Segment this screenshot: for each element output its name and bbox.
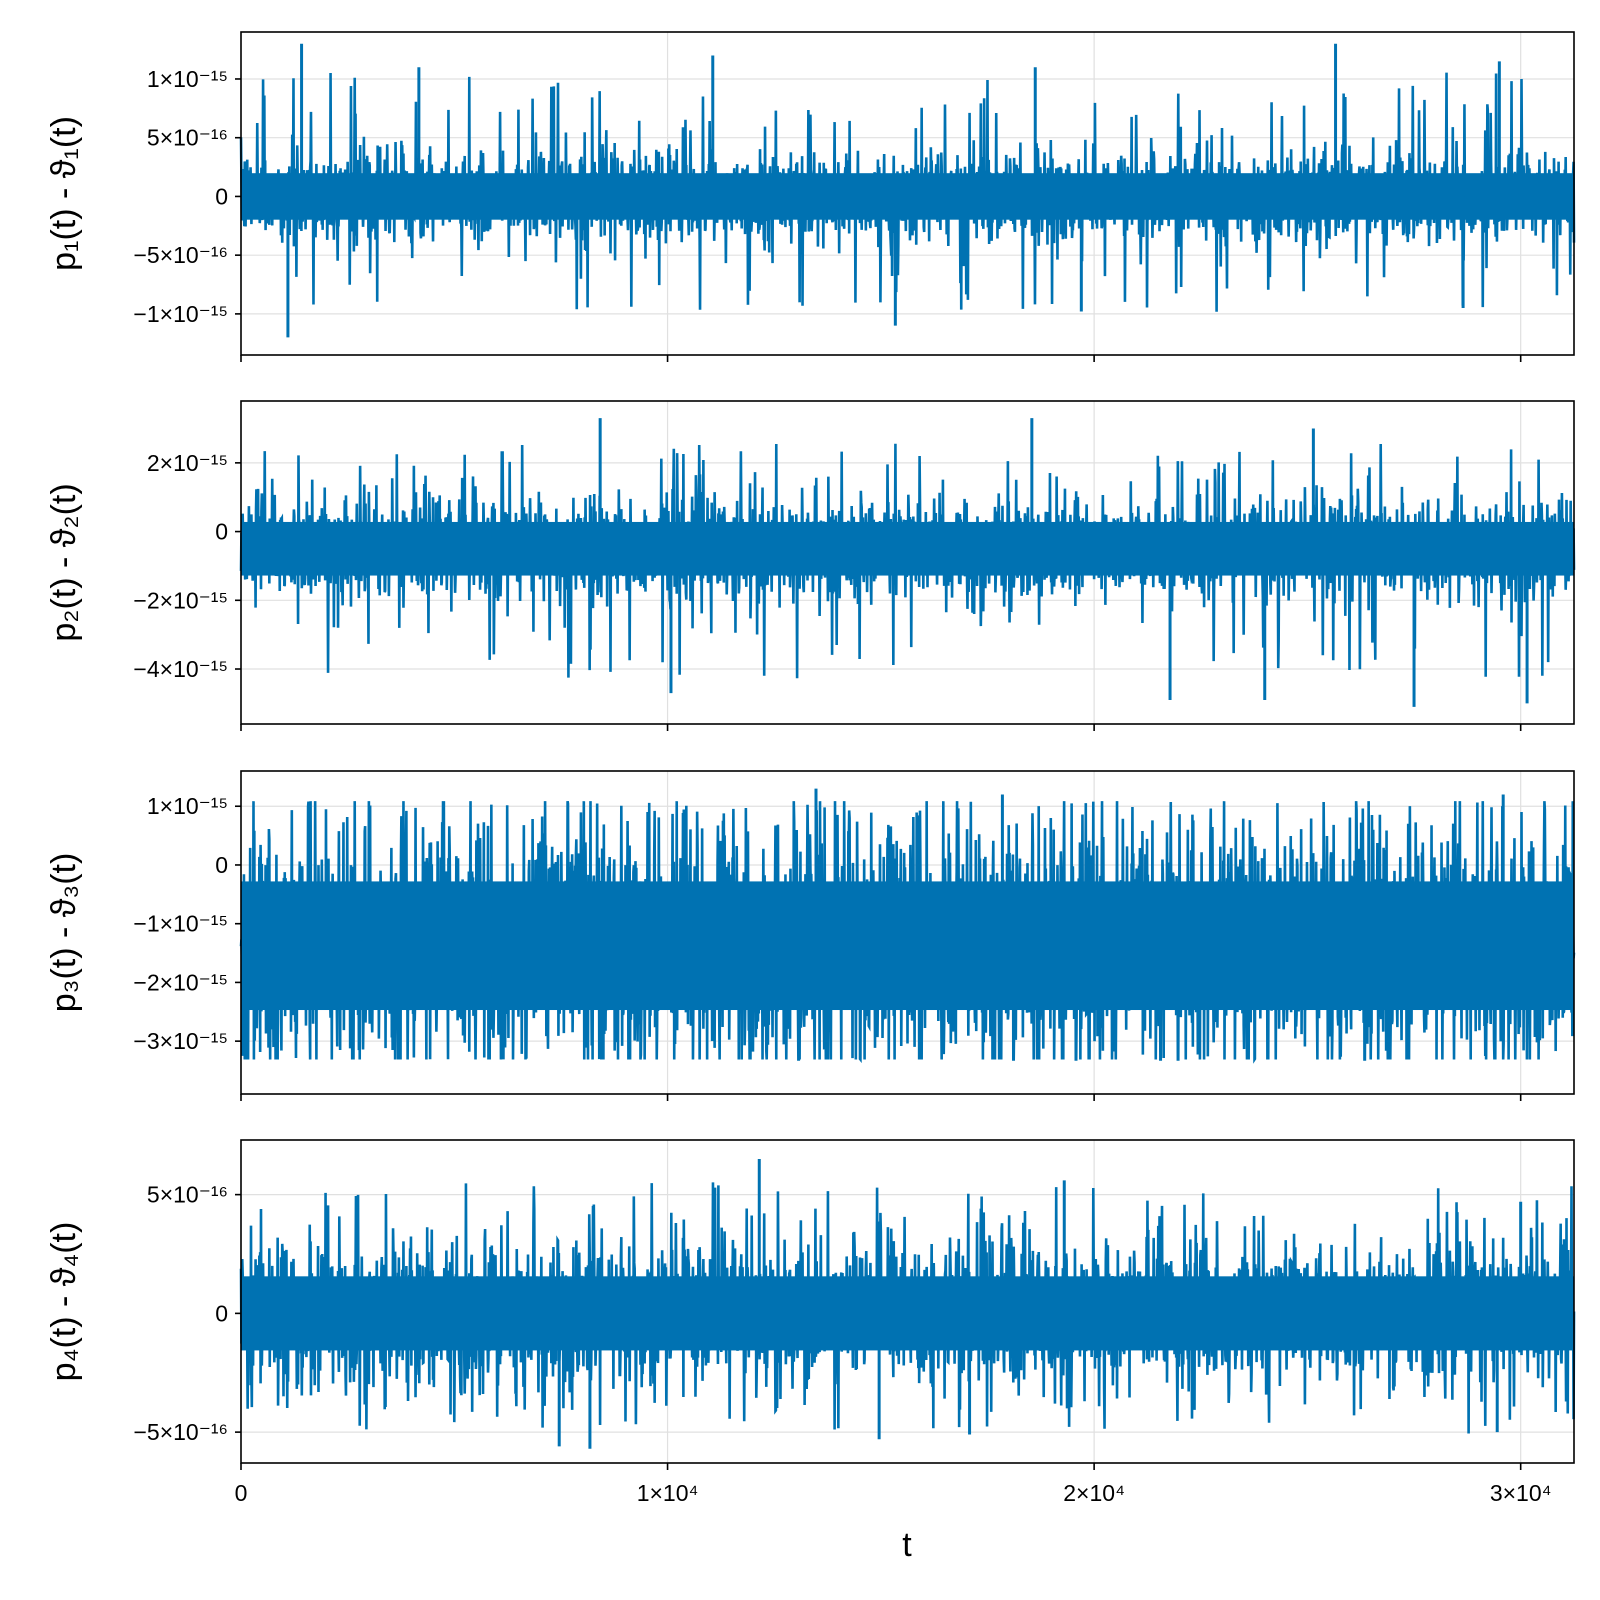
panel-4-xtick-label-1: 1×10⁴ — [637, 1480, 699, 1506]
panel-4-xtick-label-2: 2×10⁴ — [1063, 1480, 1125, 1506]
panel-3-ytick-label-4: −3×10⁻¹⁵ — [133, 1028, 228, 1054]
panel-4-ytick-label-2: −5×10⁻¹⁶ — [133, 1419, 228, 1445]
panel-4-series-core — [241, 1276, 1574, 1351]
panel-3-ylabel: p₃(t) - ϑ₃(t) — [45, 853, 83, 1013]
panel-2-ytick-label-1: 0 — [215, 519, 228, 545]
panel-2-ytick-label-3: −4×10⁻¹⁵ — [133, 656, 228, 682]
panel-1-series — [239, 43, 1576, 338]
panel-2-frame — [240, 400, 1575, 725]
panel-3-ytick-label-0: 1×10⁻¹⁵ — [147, 793, 228, 819]
panel-4-yticklabels: 5×10⁻¹⁶ 0 −5×10⁻¹⁶ — [133, 1182, 228, 1446]
panel-4-ytick-label-1: 0 — [215, 1300, 228, 1326]
panel-4-xticklabels: 0 1×10⁴ 2×10⁴ 3×10⁴ — [235, 1480, 1552, 1506]
panel-1-frame — [240, 31, 1575, 356]
panel-3-frame — [240, 770, 1575, 1095]
panel-1-ticks — [235, 78, 1522, 362]
panel-2-series — [239, 418, 1576, 707]
panel-2-ytick-label-0: 2×10⁻¹⁵ — [147, 450, 228, 476]
panel-1-ytick-label-3: −5×10⁻¹⁶ — [133, 242, 228, 268]
panel-3-series — [239, 788, 1576, 1064]
panel-3-ytick-label-1: 0 — [215, 852, 228, 878]
x-axis-label: t — [902, 1526, 912, 1564]
panel-3-ytick-label-3: −2×10⁻¹⁵ — [133, 969, 228, 995]
panel-4-xtick-label-3: 3×10⁴ — [1490, 1480, 1552, 1506]
panel-4-ticks — [235, 1193, 1522, 1470]
panel-3-ytick-label-2: −1×10⁻¹⁵ — [133, 911, 228, 937]
panel-4: 5×10⁻¹⁶ 0 −5×10⁻¹⁶ 0 1×10⁴ 2×10⁴ 3×10⁴ p₄(t) … — [45, 1139, 1576, 1506]
panel-3-yticklabels: 1×10⁻¹⁵ 0 −1×10⁻¹⁵ −2×10⁻¹⁵ −3×10⁻¹⁵ — [133, 793, 228, 1054]
panel-1: 1×10⁻¹⁵ 5×10⁻¹⁶ 0 −5×10⁻¹⁶ −1×10⁻¹⁵ p₁(t) - … — [45, 31, 1576, 362]
panel-3-series-core — [241, 881, 1574, 1011]
panel-2-ylabel: p₂(t) - ϑ₂(t) — [45, 483, 83, 641]
panel-4-ytick-label-0: 5×10⁻¹⁶ — [147, 1182, 228, 1208]
panel-1-series-core — [241, 173, 1574, 220]
panel-1-ylabel: p₁(t) - ϑ₁(t) — [45, 116, 83, 271]
panel-1-yticklabels: 1×10⁻¹⁵ 5×10⁻¹⁶ 0 −5×10⁻¹⁶ −1×10⁻¹⁵ — [133, 66, 228, 327]
panel-1-ytick-label-0: 1×10⁻¹⁵ — [147, 66, 228, 92]
panel-4-frame — [240, 1139, 1575, 1464]
panel-4-series — [239, 1159, 1576, 1449]
panel-4-ylabel: p₄(t) - ϑ₄(t) — [45, 1222, 83, 1382]
panel-2-yticklabels: 2×10⁻¹⁵ 0 −2×10⁻¹⁵ −4×10⁻¹⁵ — [133, 450, 228, 682]
panel-1-ytick-label-4: −1×10⁻¹⁵ — [133, 301, 228, 327]
panel-1-ytick-label-1: 5×10⁻¹⁶ — [147, 125, 228, 151]
panel-1-ytick-label-2: 0 — [215, 183, 228, 209]
panel-2: 2×10⁻¹⁵ 0 −2×10⁻¹⁵ −4×10⁻¹⁵ p₂(t) - ϑ₂(t) — [45, 400, 1576, 731]
panel-3-ticks — [235, 805, 1522, 1101]
panel-2-ytick-label-2: −2×10⁻¹⁵ — [133, 587, 228, 613]
panel-2-series-core — [241, 521, 1574, 576]
panel-4-xtick-label-0: 0 — [235, 1480, 248, 1506]
panel-3: 1×10⁻¹⁵ 0 −1×10⁻¹⁵ −2×10⁻¹⁵ −3×10⁻¹⁵ p₃(t) -… — [45, 770, 1576, 1101]
panel-2-ticks — [235, 462, 1522, 731]
